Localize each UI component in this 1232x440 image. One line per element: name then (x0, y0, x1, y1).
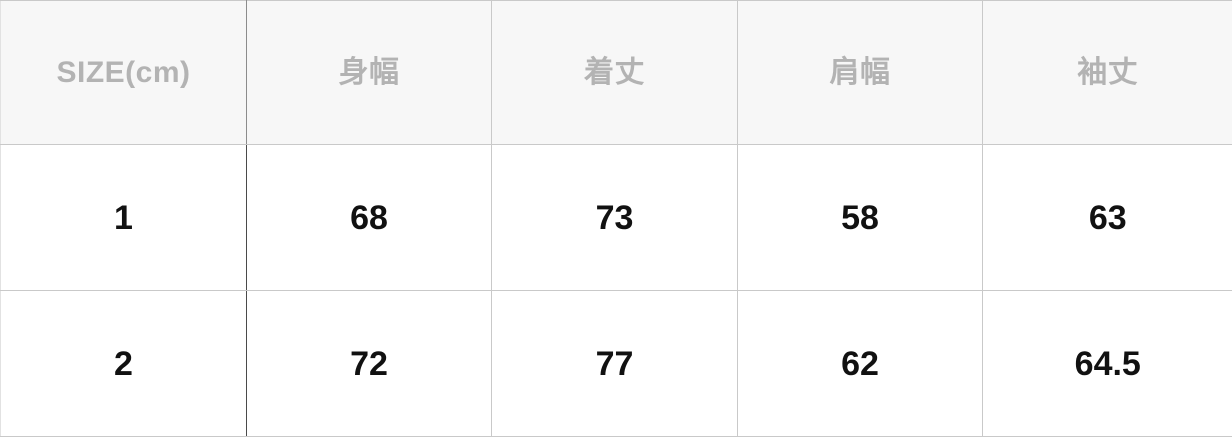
cell-size-value: 1 (114, 198, 133, 237)
column-header-sleeve-length: 袖丈 (982, 0, 1232, 145)
table-row: 2 72 77 62 64.5 (0, 290, 1232, 437)
cell-shoulder-width: 58 (737, 144, 983, 291)
column-header-shoulder-width-label: 肩幅 (829, 55, 891, 89)
table-body: 1 68 73 58 63 2 72 (0, 144, 1232, 437)
cell-sleeve-length: 64.5 (982, 290, 1232, 437)
column-header-body-width: 身幅 (246, 0, 492, 145)
table-row: 1 68 73 58 63 (0, 144, 1232, 291)
header-row: SIZE(cm) 身幅 着丈 肩幅 袖丈 (0, 0, 1232, 145)
cell-shoulder-width: 62 (737, 290, 983, 437)
column-header-size: SIZE(cm) (0, 0, 247, 145)
column-header-body-length-label: 着丈 (584, 55, 645, 89)
cell-body-length: 77 (491, 290, 738, 437)
column-header-body-width-label: 身幅 (338, 55, 400, 89)
cell-size: 2 (0, 290, 247, 437)
column-header-sleeve-length-label: 袖丈 (1077, 55, 1139, 89)
cell-body-length-value: 77 (595, 344, 634, 383)
cell-sleeve-length: 63 (982, 144, 1232, 291)
cell-body-length-value: 73 (595, 198, 634, 237)
column-header-size-label: SIZE(cm) (56, 55, 191, 89)
column-header-body-length: 着丈 (491, 0, 738, 145)
cell-body-width-value: 68 (350, 198, 388, 237)
table-header: SIZE(cm) 身幅 着丈 肩幅 袖丈 (0, 0, 1232, 145)
cell-shoulder-width-value: 58 (841, 198, 879, 237)
cell-shoulder-width-value: 62 (841, 344, 879, 383)
cell-body-width-value: 72 (350, 344, 388, 383)
cell-body-length: 73 (491, 144, 738, 291)
cell-size-value: 2 (114, 344, 133, 383)
cell-body-width: 68 (246, 144, 492, 291)
cell-sleeve-length-value: 63 (1088, 198, 1127, 237)
cell-size: 1 (0, 144, 247, 291)
column-header-shoulder-width: 肩幅 (737, 0, 983, 145)
cell-sleeve-length-value: 64.5 (1074, 344, 1141, 383)
cell-body-width: 72 (246, 290, 492, 437)
